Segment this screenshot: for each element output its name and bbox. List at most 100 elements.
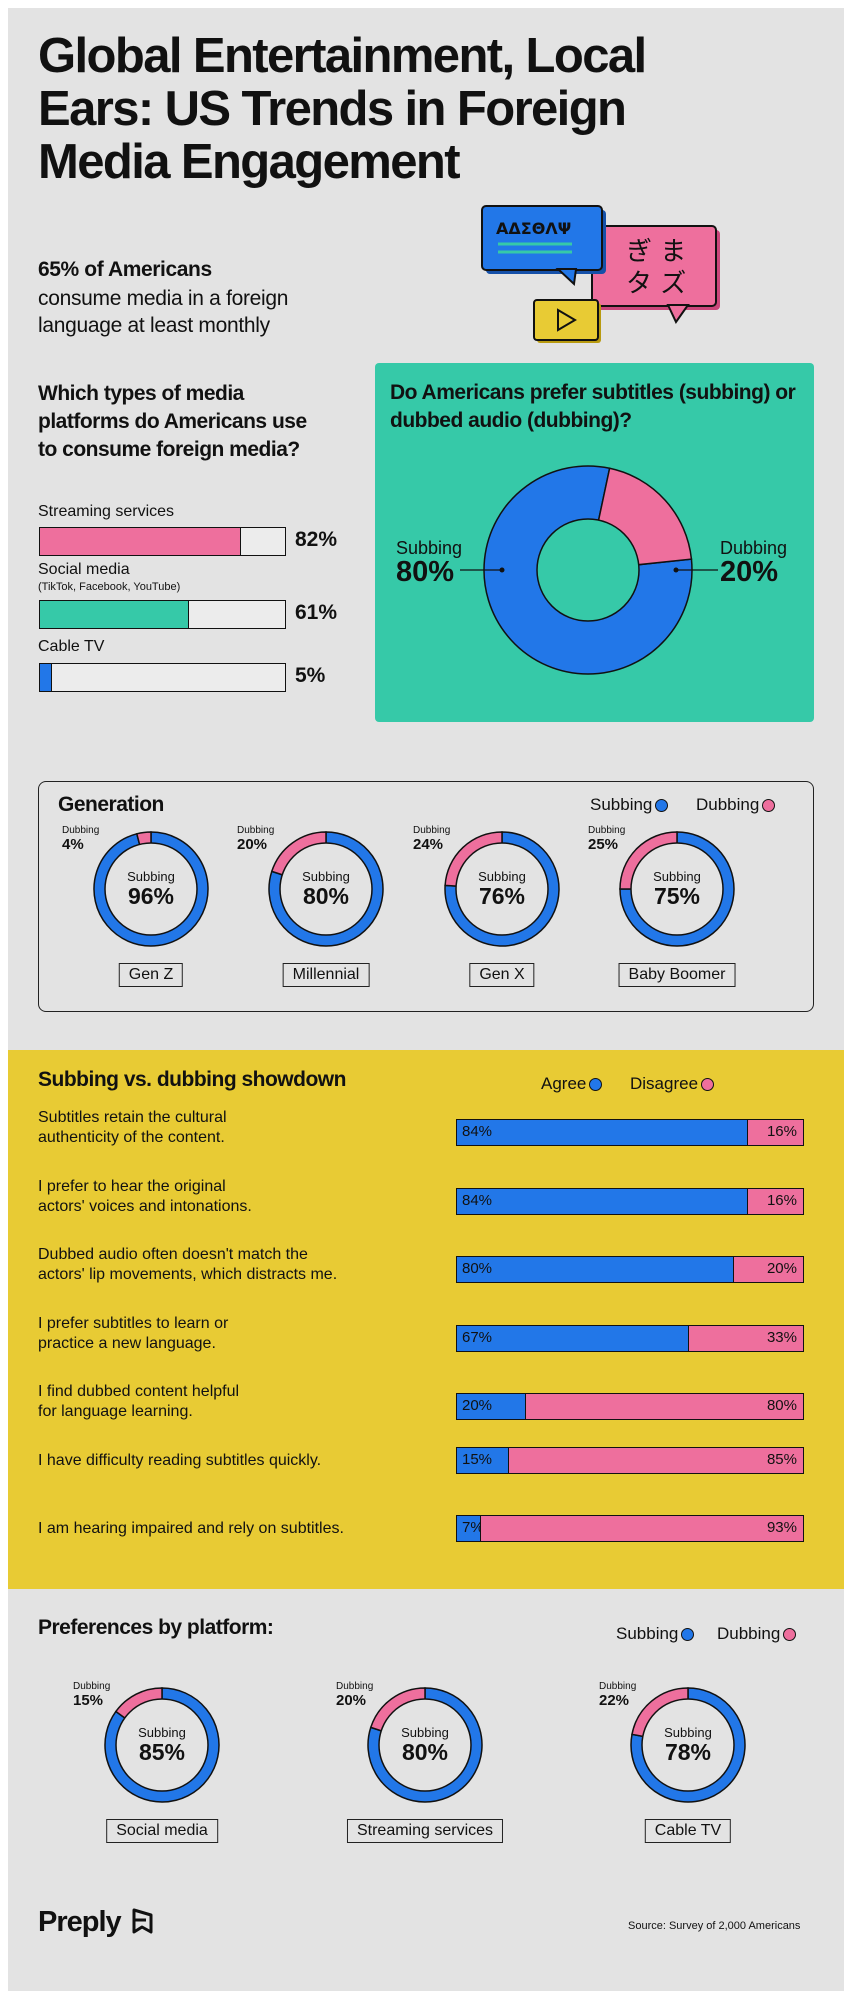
bar-sublabel-social: (TikTok, Facebook, YouTube)	[38, 581, 181, 593]
platform-pref-title: Preferences by platform:	[38, 1616, 274, 1639]
platform-ring-1	[367, 1687, 483, 1803]
dubbing-value: 25%	[588, 836, 619, 853]
ring-center-label: Subbing	[664, 1725, 712, 1740]
ring-center-label: Subbing	[302, 869, 350, 884]
speech-bubble-pink-icon	[591, 225, 720, 324]
statement-text-3: I prefer subtitles to learn or practice a…	[38, 1314, 398, 1354]
legend-label: Disagree	[630, 1074, 699, 1093]
disagree-segment-6: 93%	[481, 1516, 803, 1541]
bar-track-cable	[39, 663, 286, 692]
generation-title: Generation	[58, 793, 164, 816]
agree-segment-4: 20%	[457, 1394, 527, 1419]
agree-segment-2: 80%	[457, 1257, 734, 1282]
disagree-segment-1: 16%	[747, 1188, 803, 1214]
generation-ring-2	[444, 831, 560, 947]
disagree-segment-5: 85%	[508, 1447, 803, 1473]
statement-line-1: I have difficulty reading subtitles quic…	[38, 1451, 322, 1469]
preply-logo: Preply	[38, 1906, 156, 1939]
legend-label: Subbing	[616, 1624, 679, 1643]
agree-segment-6: 7%	[457, 1516, 484, 1541]
statement-line-1: Subtitles retain the cultural	[38, 1109, 227, 1126]
japanese-glyphs-bottom: タ ズ	[626, 269, 686, 299]
bar-value-social: 61%	[295, 601, 338, 624]
generation-dubbing-label-0: Dubbing 4%	[62, 825, 99, 853]
dubbing-value: 4%	[62, 836, 84, 853]
statement-line-2: for language learning.	[38, 1403, 193, 1420]
platform-name-0: Social media	[106, 1819, 218, 1843]
platform-dubbing-label-0: Dubbing 15%	[73, 1681, 110, 1709]
platform-dubbing-label-1: Dubbing 20%	[336, 1681, 373, 1709]
bar-track-social	[39, 600, 286, 629]
generation-ring-hole-1	[279, 842, 373, 936]
preference-dubbing-value: 20%	[720, 556, 779, 588]
leader-line-dubbing	[673, 567, 718, 573]
statement-line-1: I prefer to hear the original	[38, 1177, 226, 1195]
leader-line-subbing	[460, 567, 505, 573]
bar-value-cable: 5%	[295, 664, 326, 687]
generation-legend-subbing: Subbing	[590, 795, 669, 815]
headline-line-1: consume media in a foreign	[38, 287, 289, 310]
statement-text-0: Subtitles retain the cultural authenticit…	[38, 1108, 398, 1148]
statement-line-2: authenticity of the content.	[38, 1129, 225, 1146]
showdown-legend-agree: Agree	[541, 1074, 603, 1094]
statement-line-1: I find dubbed content helpful	[38, 1383, 240, 1400]
dubbing-caption: Dubbing	[237, 825, 275, 836]
showdown-legend-disagree: Disagree	[630, 1074, 715, 1094]
statement-line-1: I prefer subtitles to learn or	[38, 1314, 229, 1332]
platform-ring-center-2: Subbing 78%	[629, 1725, 747, 1764]
platform-ring-center-1: Subbing 80%	[366, 1725, 484, 1764]
platform-ring-hole-2	[641, 1698, 735, 1792]
generation-dubbing-label-1: Dubbing 20%	[237, 825, 274, 853]
ring-center-value: 80%	[401, 1739, 449, 1765]
disagree-segment-4: 80%	[526, 1394, 803, 1419]
agree-segment-5: 15%	[457, 1447, 509, 1473]
statement-text-4: I find dubbed content helpful for languag…	[38, 1382, 398, 1422]
ring-center-value: 75%	[653, 883, 701, 909]
generation-ring-hole-2	[455, 842, 549, 936]
generation-dubbing-label-2: Dubbing 24%	[413, 825, 450, 853]
dubbing-caption: Dubbing	[413, 825, 451, 836]
dubbing-caption: Dubbing	[588, 825, 626, 836]
preference-dubbing-label: Dubbing	[720, 538, 788, 558]
dubbing-caption: Dubbing	[62, 825, 100, 836]
ring-center-value: 76%	[478, 883, 526, 909]
agree-dot-icon	[589, 1078, 603, 1092]
statement-text-6: I am hearing impaired and rely on subtit…	[38, 1519, 398, 1539]
preference-subbing-label: Subbing	[396, 538, 463, 558]
preply-mark-icon	[132, 1908, 153, 1934]
generation-name-0: Gen Z	[118, 963, 184, 987]
statement-line-2: practice a new language.	[38, 1334, 216, 1352]
generation-ring-3	[619, 831, 735, 947]
bar-label-streaming: Streaming services	[38, 503, 175, 520]
statement-text-1: I prefer to hear the original actors' voi…	[38, 1177, 398, 1217]
bar-fill-cable	[40, 664, 53, 691]
platform-name-1: Streaming services	[346, 1819, 504, 1843]
dubbing-value: 24%	[413, 836, 444, 853]
generation-ring-hole-3	[630, 842, 724, 936]
platform-ring-center-0: Subbing 85%	[103, 1725, 221, 1764]
agree-segment-0: 84%	[457, 1120, 748, 1145]
generation-ring-center-3: Subbing 75%	[618, 869, 736, 908]
dubbing-caption: Dubbing	[336, 1681, 374, 1692]
legend-label: Agree	[541, 1074, 587, 1093]
legend-label: Subbing	[590, 795, 653, 814]
generation-ring-1	[268, 831, 384, 947]
agree-segment-3: 67%	[457, 1325, 689, 1351]
play-button-icon	[533, 299, 601, 343]
statement-bar-4: 20% 80%	[456, 1393, 804, 1420]
generation-name-3: Baby Boomer	[618, 963, 736, 987]
disagree-dot-icon	[701, 1078, 715, 1092]
platform-name-2: Cable TV	[644, 1819, 732, 1843]
platform-legend-subbing: Subbing	[616, 1624, 695, 1644]
ring-center-value: 96%	[127, 883, 175, 909]
source-note: Source: Survey of 2,000 Americans	[628, 1920, 801, 1932]
platform-ring-hole-1	[378, 1698, 472, 1792]
bar-fill-social	[40, 601, 190, 628]
generation-ring-0	[93, 831, 209, 947]
statement-text-2: Dubbed audio often doesn't match the acto…	[38, 1245, 398, 1285]
statement-bar-1: 84% 16%	[456, 1187, 804, 1215]
preference-donut	[483, 465, 693, 675]
greek-glyphs: ΑΔΣΘΛΨ	[496, 219, 571, 238]
statement-bar-5: 15% 85%	[456, 1446, 804, 1474]
subbing-dot-icon	[681, 1628, 695, 1642]
